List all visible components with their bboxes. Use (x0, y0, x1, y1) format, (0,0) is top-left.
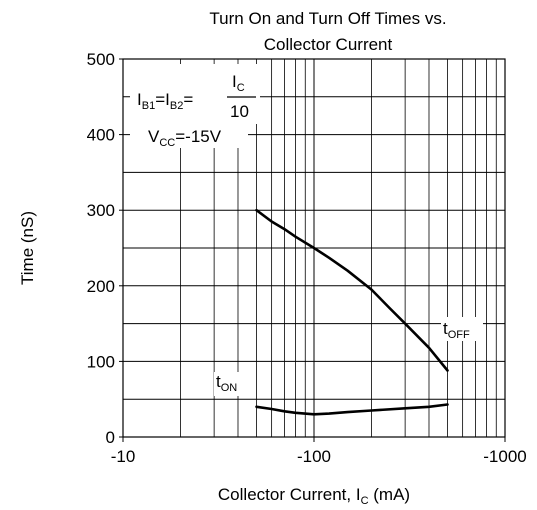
series-group (255, 208, 449, 416)
x-tick-label: -1000 (483, 447, 526, 466)
y-tick-label: 400 (87, 126, 115, 145)
ib-eq1: = (155, 90, 165, 109)
ib-eq2: = (183, 90, 193, 109)
series-line-toff (255, 208, 449, 372)
ic-numerator: IC (232, 72, 245, 94)
y-tick-label: 0 (106, 428, 115, 447)
chart-title-line-2: Collector Current (264, 35, 393, 54)
vcc-rest: =-15V (175, 127, 221, 146)
x-tick-label: -10 (111, 447, 136, 466)
ib2-sub: B2 (170, 100, 183, 112)
toff-label-sub: OFF (448, 329, 470, 341)
ton-label-bg (214, 372, 246, 396)
ib-annotation-bg (130, 64, 260, 124)
vcc-annotation-bg (130, 124, 248, 148)
x-axis-label-text: Collector Current, I (218, 485, 361, 504)
x-tick-label: -100 (297, 447, 331, 466)
y-tick-label: 100 (87, 352, 115, 371)
ton-label-main: t (216, 372, 221, 391)
ic-num-sub: C (237, 82, 245, 94)
ib-annotation: IB1=IB2= (137, 90, 193, 112)
vcc-annotation: VCC=-15V (148, 127, 222, 149)
y-tick-labels: 0 100 200 300 400 500 (87, 50, 123, 447)
x-axis-label-unit: (mA) (369, 485, 411, 504)
vcc-sub: CC (159, 137, 175, 149)
x-tick-labels: -10 -100 -1000 (111, 437, 527, 466)
ic-num-main: I (232, 72, 237, 91)
toff-label-main: t (443, 319, 448, 338)
ton-label: tON (216, 372, 237, 394)
y-tick-label: 500 (87, 50, 115, 69)
x-axis-label: Collector Current, IC (mA) (218, 485, 410, 507)
ton-label-sub: ON (221, 382, 238, 394)
y-axis-label: Time (nS) (18, 211, 37, 285)
ib1-main: I (137, 90, 142, 109)
vcc-main: V (148, 127, 160, 146)
y-tick-label: 200 (87, 277, 115, 296)
x-axis-label-sub: C (361, 495, 369, 507)
ib1-sub: B1 (142, 100, 155, 112)
ic-denominator: 10 (230, 102, 249, 121)
toff-label-bg (441, 317, 483, 341)
chart-title-line-1: Turn On and Turn Off Times vs. (209, 9, 446, 28)
y-tick-label: 300 (87, 201, 115, 220)
toff-label: tOFF (443, 319, 470, 341)
series-line-ton (255, 403, 449, 416)
ib2-main: I (165, 90, 170, 109)
